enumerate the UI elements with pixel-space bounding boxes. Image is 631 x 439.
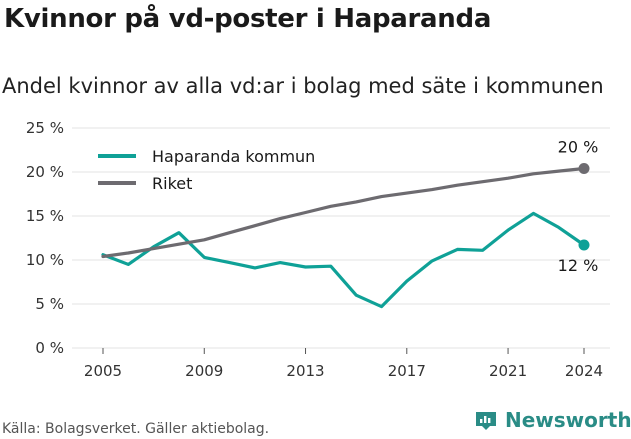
legend-label: Riket xyxy=(152,174,192,193)
y-tick-label: 5 % xyxy=(35,295,64,313)
x-tick-label: 2017 xyxy=(388,362,426,380)
legend-label: Haparanda kommun xyxy=(152,147,315,166)
y-tick-label: 15 % xyxy=(26,207,64,225)
y-tick-label: 20 % xyxy=(26,163,64,181)
legend: Haparanda kommun Riket xyxy=(98,147,315,193)
grid-lines xyxy=(72,127,610,349)
chart-title: Kvinnor på vd-poster i Haparanda xyxy=(4,4,492,34)
x-tick-label: 2021 xyxy=(489,362,527,380)
newsworthy-logo-icon xyxy=(476,412,496,430)
haparanda-line-end-point xyxy=(578,239,590,251)
brand-name: Newsworthy xyxy=(505,408,631,432)
source-note: Källa: Bolagsverket. Gäller aktiebolag. xyxy=(2,421,270,437)
x-tick-label: 2013 xyxy=(286,362,324,380)
y-tick-label: 10 % xyxy=(26,251,64,269)
riket-line-end-point xyxy=(578,162,590,174)
chart-subtitle: Andel kvinnor av alla vd:ar i bolag med … xyxy=(2,74,604,98)
riket-line-end-label: 20 % xyxy=(558,137,599,156)
x-tick-label: 2009 xyxy=(185,362,223,380)
y-tick-label: 0 % xyxy=(35,339,64,357)
haparanda-line-end-label: 12 % xyxy=(558,256,599,275)
brand-logo: Newsworthy xyxy=(474,408,631,432)
y-tick-label: 25 % xyxy=(26,119,64,137)
x-tick-label: 2005 xyxy=(84,362,122,380)
y-axis-ticks: 0 % 5 % 10 % 15 % 20 % 25 % xyxy=(26,119,64,357)
haparanda-line xyxy=(101,211,586,309)
x-tick-label: 2024 xyxy=(565,362,603,380)
riket-line xyxy=(101,166,586,259)
series-lines: 12 % 20 % xyxy=(101,137,599,309)
x-axis-ticks: 2005 2009 2013 2017 2021 2024 xyxy=(84,348,603,380)
